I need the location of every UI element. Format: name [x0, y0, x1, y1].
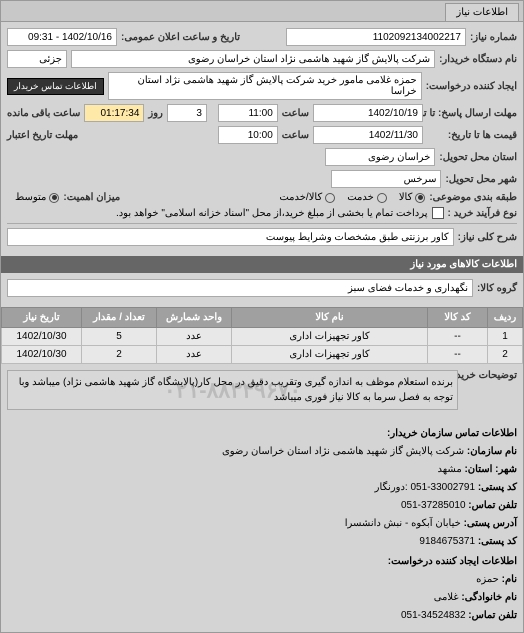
pub-date-field: 1402/10/16 - 09:31	[7, 28, 117, 46]
req-no-field: 1102092134002217	[286, 28, 466, 46]
col-date: تاریخ نیاز	[2, 308, 82, 328]
category-label: طبقه بندی موضوعی:	[429, 192, 517, 203]
importance-label: میزان اهمیت:	[63, 192, 120, 203]
validity-date-field: 1402/11/30	[313, 126, 423, 144]
remaining-field: 01:17:34	[84, 104, 144, 122]
need-title-label: شرح کلی نیاز:	[458, 232, 517, 243]
family-value: غلامی	[434, 592, 459, 603]
deadline-time-field: 11:00	[218, 104, 278, 122]
buyer-org-field: شرکت پالایش گاز شهید هاشمی نژاد استان خر…	[71, 50, 435, 68]
desc-box: برنده استعلام موظف به اندازه گیری وتقریب…	[7, 370, 458, 410]
c-province-value: مشهد	[438, 464, 462, 475]
pub-date-label: تاریخ و ساعت اعلان عمومی:	[121, 32, 240, 43]
req-creator-section: اطلاعات ایجاد کننده درخواست:	[7, 554, 517, 570]
natid-value: 9184675371	[419, 536, 475, 547]
table-row: 2--کاور تجهیزات اداریعدد21402/10/30	[2, 346, 523, 364]
process-checkbox[interactable]	[432, 207, 444, 219]
radio-importance-mid[interactable]: متوسط	[15, 192, 59, 203]
desc-label: توضیحات خریدار:	[462, 370, 517, 381]
family-label: نام خانوادگی:	[461, 592, 517, 603]
radio-service[interactable]: خدمت	[347, 192, 387, 203]
province-field: خراسان رضوی	[325, 148, 435, 166]
goods-table: ردیف کد کالا نام کالا واحد شمارش تعداد /…	[1, 307, 523, 364]
radio-goods[interactable]: کالا	[399, 192, 426, 203]
col-idx: ردیف	[488, 308, 523, 328]
validity-time-label: ساعت	[282, 130, 309, 141]
days-field: 3	[167, 104, 207, 122]
contact-buyer-button[interactable]: اطلاعات تماس خریدار	[7, 78, 104, 95]
col-unit: واحد شمارش	[157, 308, 232, 328]
table-row: 1--کاور تجهیزات اداریعدد51402/10/30	[2, 328, 523, 346]
process-note: پرداخت تمام یا بخشی از مبلغ خرید،از محل …	[116, 208, 428, 219]
tab-bar: اطلاعات نیاز	[1, 1, 523, 22]
req-creator-label: ایجاد کننده درخواست:	[426, 81, 517, 92]
process-label: نوع فرآیند خرید :	[448, 208, 517, 219]
contact-section-title: اطلاعات تماس سازمان خریدار:	[7, 426, 517, 442]
deadline-date-field: 1402/10/19	[313, 104, 423, 122]
tab-info[interactable]: اطلاعات نیاز	[445, 3, 519, 21]
req-phone-label: تلفن تماس:	[468, 610, 517, 621]
days-label: روز	[148, 108, 163, 119]
natid-label: کد پستی:	[478, 536, 517, 547]
phone-label: تلفن تماس:	[468, 500, 517, 511]
validity-label: قیمت ها تا تاریخ:	[427, 130, 517, 141]
col-name: نام کالا	[232, 308, 428, 328]
buyer-org-label: نام دستگاه خریدار:	[439, 54, 517, 65]
c-province-label: استان:	[464, 464, 492, 475]
province-label: استان محل تحویل:	[439, 152, 517, 163]
col-qty: تعداد / مقدار	[82, 308, 157, 328]
deadline-time-label: ساعت	[282, 108, 309, 119]
remaining-label: ساعت باقی مانده	[7, 108, 80, 119]
addr-value: خيابان آبكوه - نبش دانشسرا	[345, 518, 461, 529]
col-code: کد کالا	[428, 308, 488, 328]
postal-value: 33002791-051 :دورنگار	[375, 482, 475, 493]
city-field: سرخس	[331, 170, 441, 188]
credit-label: مهلت تاریخ اعتبار	[7, 130, 78, 141]
group-field: نگهداری و خدمات فضای سبز	[7, 279, 473, 297]
deadline-label: مهلت ارسال پاسخ: تا تاریخ:	[427, 108, 517, 119]
req-no-label: شماره نیاز:	[470, 32, 517, 43]
goods-section-header: اطلاعات کالاهای مورد نیاز	[1, 256, 523, 273]
c-city-label: شهر:	[495, 464, 517, 475]
need-title-field: کاور برزنتی طبق مشخصات وشرایط پیوست	[7, 228, 454, 246]
req-phone-value: 34524832-051	[401, 610, 466, 621]
desc-text: برنده استعلام موظف به اندازه گیری وتقریب…	[19, 377, 453, 403]
org-value: شرکت پالایش گاز شهید هاشمی نژاد استان خر…	[222, 446, 464, 457]
detail-field: جزئی	[7, 50, 67, 68]
city-label: شهر محل تحویل:	[445, 174, 517, 185]
postal-label: کد پستی:	[478, 482, 517, 493]
group-label: گروه کالا:	[477, 283, 517, 294]
addr-label: آدرس پستی:	[464, 518, 517, 529]
validity-time-field: 10:00	[218, 126, 278, 144]
req-creator-field: حمزه غلامی مامور خرید شرکت پالایش گاز شه…	[108, 72, 422, 100]
phone-value: 37285010-051	[401, 500, 466, 511]
org-label: نام سازمان:	[467, 446, 517, 457]
radio-both[interactable]: کالا/خدمت	[279, 192, 335, 203]
